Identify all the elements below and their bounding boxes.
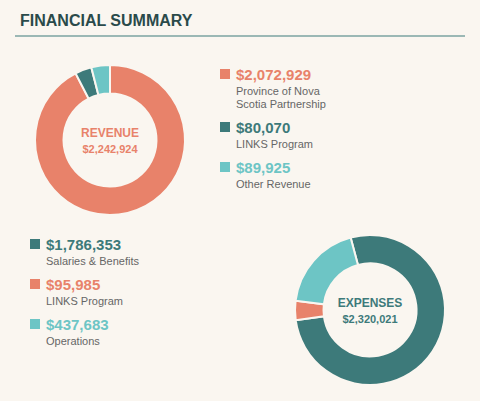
title: FINANCIAL SUMMARY [20, 12, 193, 29]
chart-root: FINANCIAL SUMMARY REVENUE $2,242,924 $2,072… [0, 0, 480, 401]
data-label: $95,985 [46, 276, 100, 293]
donut-slice [296, 238, 358, 305]
donut-slice [296, 235, 445, 385]
data-label: $89,925 [236, 159, 290, 176]
category-label: Operations [46, 335, 100, 347]
label-swatch [220, 122, 230, 132]
label-swatch [220, 69, 230, 79]
donut-slice [35, 65, 185, 215]
category-label: Province of NovaScotia Partnership [236, 85, 326, 110]
background [0, 0, 480, 401]
title-rule [15, 36, 465, 37]
data-label: $80,070 [236, 119, 290, 136]
center-title: EXPENSES [338, 296, 403, 310]
category-label: Salaries & Benefits [46, 255, 139, 267]
data-label: $1,786,353 [46, 236, 121, 253]
donut-chart: REVENUE $2,242,924 $2,072,929 Province of N… [35, 65, 326, 215]
label-swatch [30, 319, 40, 329]
category-label: LINKS Program [46, 295, 123, 307]
data-label: $2,072,929 [236, 66, 311, 83]
data-label: $437,683 [46, 316, 109, 333]
center-title: REVENUE [81, 126, 139, 140]
label-swatch [220, 162, 230, 172]
category-label: LINKS Program [236, 138, 313, 150]
donut-chart: EXPENSES $2,320,021 $1,786,353 Salaries & B… [30, 235, 445, 385]
center-total: $2,320,021 [342, 313, 397, 325]
category-label: Other Revenue [236, 178, 311, 190]
label-swatch [30, 239, 40, 249]
label-swatch [30, 279, 40, 289]
donut-slice [91, 65, 110, 95]
center-total: $2,242,924 [82, 143, 138, 155]
